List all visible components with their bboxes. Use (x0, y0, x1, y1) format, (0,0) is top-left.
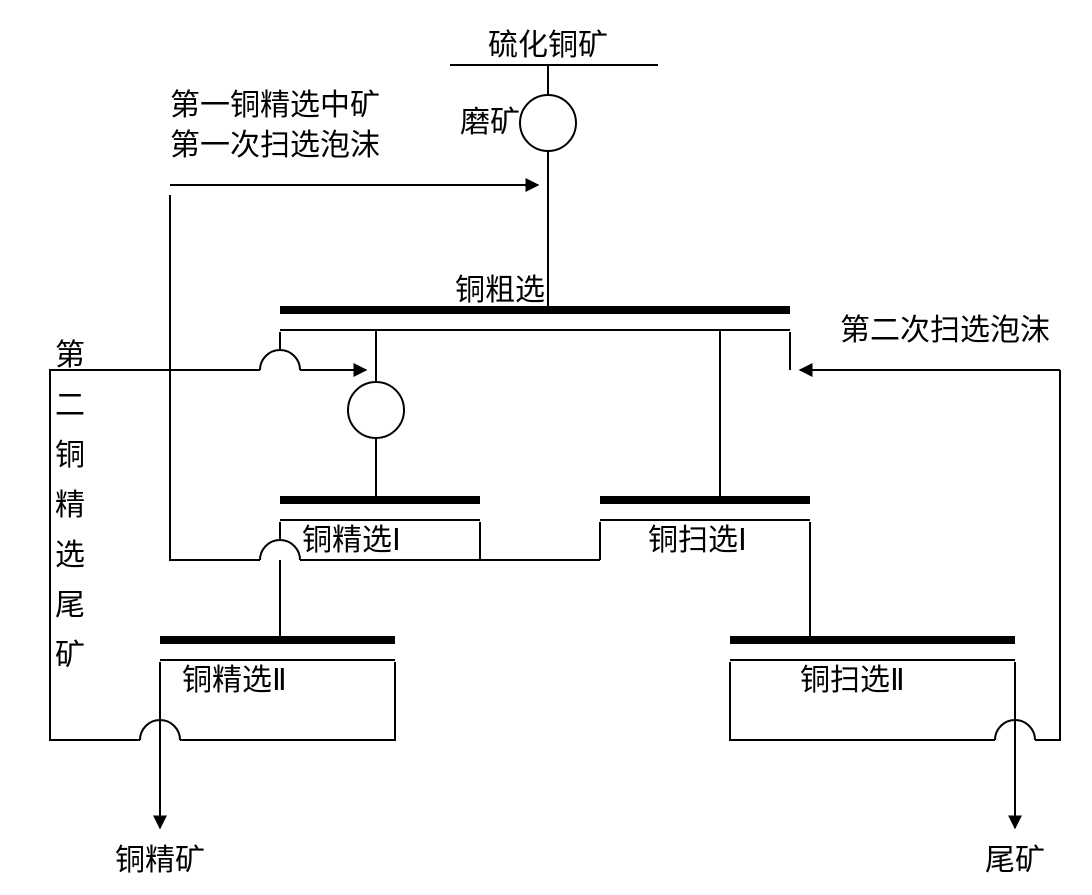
cleaner2-tail-vlabel: 二 (55, 389, 85, 422)
cleaner2-tail-vlabel: 第 (55, 339, 85, 372)
roughing-label: 铜粗选 (455, 274, 545, 307)
concentrate-label: 铜精矿 (115, 844, 205, 877)
scav1-label: 铜扫选Ⅰ (648, 524, 747, 557)
cleaner2-tail-vlabel: 精 (55, 489, 85, 522)
grinding-label: 磨矿 (460, 106, 520, 139)
cleaner2-tail-vlabel: 铜 (55, 439, 85, 472)
cleaner2-label: 铜精选Ⅱ (182, 664, 287, 697)
scav2-foam-label: 第二次扫选泡沫 (840, 314, 1050, 347)
tailings-label: 尾矿 (985, 844, 1045, 877)
cleaner2-tail-vlabel: 矿 (55, 639, 85, 672)
cleaner1-label: 铜精选Ⅰ (302, 524, 401, 557)
feed-label: 硫化铜矿 (488, 29, 608, 62)
recycle-label-1: 第一铜精选中矿 (170, 89, 380, 122)
cleaner2-tail-vlabel: 尾 (55, 589, 85, 622)
recycle-label-2: 第一次扫选泡沫 (170, 129, 380, 162)
scav2-label: 铜扫选Ⅱ (800, 664, 905, 697)
cleaner2-tail-vlabel: 选 (55, 539, 85, 572)
